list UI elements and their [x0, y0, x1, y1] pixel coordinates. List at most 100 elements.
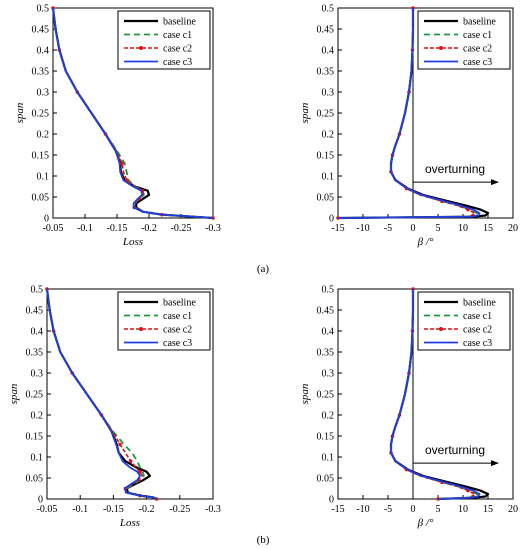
y-tick-label: 0: [44, 214, 49, 225]
x-tick-label: -0.05: [37, 504, 58, 515]
y-tick-label: 0.35: [26, 348, 44, 359]
y-tick-label: 0.25: [317, 390, 335, 401]
y-tick-label: 0.05: [26, 474, 44, 485]
x-tick-label: -5: [384, 223, 392, 234]
y-axis-label: span: [14, 102, 26, 123]
legend-label: case c2: [463, 44, 492, 55]
y-tick-label: 0.5: [37, 4, 50, 15]
y-tick-label: 0.25: [26, 390, 44, 401]
x-tick-label: 0: [411, 223, 416, 234]
y-tick-label: 0.3: [31, 369, 44, 380]
y-tick-label: 0.5: [322, 285, 335, 296]
series-point-case-c2: [118, 442, 122, 447]
series-line-case-c3: [337, 8, 481, 219]
y-tick-label: 0: [329, 214, 334, 225]
y-tick-label: 0.1: [31, 453, 44, 464]
legend-label: case c3: [463, 338, 492, 349]
y-tick-label: 0.3: [37, 88, 50, 99]
series-line-case-c3: [52, 7, 214, 219]
y-tick-label: 0.45: [32, 25, 50, 36]
x-axis-label: Loss: [122, 236, 143, 248]
annotation-overturning: overturning: [425, 162, 485, 176]
caption-a: (a): [257, 263, 270, 275]
x-tick-label: -0.3: [205, 504, 221, 515]
y-tick-label: 0: [38, 495, 43, 506]
x-tick-label: -0.25: [169, 504, 190, 515]
x-tick-label: -0.15: [103, 504, 124, 515]
y-tick-label: 0.05: [32, 193, 50, 204]
x-tick-label: 5: [436, 223, 441, 234]
series-point-case-c2: [138, 469, 142, 474]
legend-marker: [139, 327, 143, 331]
legend-label: case c1: [463, 30, 492, 41]
x-tick-label: 20: [508, 223, 518, 234]
y-tick-label: 0.4: [322, 46, 335, 57]
legend-label: case c2: [163, 44, 192, 55]
x-tick-label: -5: [384, 504, 392, 515]
series-line-case-c3: [390, 289, 481, 500]
x-tick-label: -0.1: [77, 223, 93, 234]
x-tick-label: -10: [356, 504, 369, 515]
annotation-overturning: overturning: [425, 443, 485, 457]
y-tick-label: 0.3: [322, 88, 335, 99]
y-tick-label: 0.5: [31, 285, 44, 296]
legend-marker: [439, 327, 443, 331]
legend-marker: [139, 46, 143, 50]
x-tick-label: -0.3: [205, 223, 221, 234]
x-tick-label: -0.25: [171, 223, 192, 234]
y-tick-label: 0.2: [322, 411, 335, 422]
y-tick-label: 0.05: [317, 193, 335, 204]
caption-b: (b): [257, 534, 270, 546]
legend-label: case c1: [163, 30, 192, 41]
y-tick-label: 0.1: [322, 172, 335, 183]
x-tick-label: -0.2: [141, 223, 157, 234]
plot-3: -0.05 -0.1 -0.15 -0.2 -0.25 -0.3 0 0.05 0.1 0.15 0…: [8, 285, 221, 530]
y-tick-label: 0.2: [31, 411, 44, 422]
x-tick-label: -15: [331, 504, 344, 515]
plot-2: -15 -10 -5 0 5 10 15 20 0 0.05 0.1 0.15 0.2 0.25 0.3 0.…: [299, 4, 518, 249]
x-tick-label: 15: [483, 504, 493, 515]
y-tick-label: 0.15: [317, 151, 335, 162]
series-point-case-c2: [120, 161, 124, 166]
x-tick-label: -0.05: [43, 223, 64, 234]
y-tick-label: 0.15: [317, 432, 335, 443]
y-tick-label: 0.1: [37, 172, 50, 183]
x-tick-label: -0.15: [107, 223, 128, 234]
y-tick-label: 0: [329, 495, 334, 506]
y-tick-label: 0.2: [322, 130, 335, 141]
y-tick-label: 0.1: [322, 453, 335, 464]
y-axis-label: span: [8, 383, 20, 404]
y-tick-label: 0.35: [317, 348, 335, 359]
legend-label: case c1: [463, 311, 492, 322]
y-tick-label: 0.4: [31, 327, 44, 338]
x-tick-label: -10: [356, 223, 369, 234]
legend-label: case c3: [463, 57, 492, 68]
x-tick-label: -15: [331, 223, 344, 234]
series-line-case-c2: [337, 8, 476, 219]
y-axis-label: span: [299, 383, 311, 404]
x-axis-label: β /°: [417, 236, 434, 248]
x-tick-label: -0.2: [139, 504, 155, 515]
y-tick-label: 0.35: [317, 67, 335, 78]
series-point-case-c2: [128, 459, 133, 464]
y-tick-label: 0.45: [317, 306, 335, 317]
y-tick-label: 0.15: [26, 432, 44, 443]
annotation-arrow-head: [491, 179, 499, 186]
annotation-arrow-head: [491, 460, 499, 467]
y-axis-label: span: [299, 102, 311, 123]
y-tick-label: 0.45: [317, 25, 335, 36]
legend-label: case c1: [163, 311, 192, 322]
y-tick-label: 0.25: [317, 109, 335, 120]
x-tick-label: 10: [458, 223, 468, 234]
y-tick-label: 0.4: [37, 46, 50, 57]
x-tick-label: 0: [411, 504, 416, 515]
legend-marker: [439, 46, 443, 50]
plot-1: -0.05 -0.1 -0.15 -0.2 -0.25 -0.3 0 0.05 0.1 0.15 0…: [14, 4, 221, 249]
x-tick-label: -0.1: [72, 504, 88, 515]
legend-label: case c3: [163, 57, 192, 68]
series-line-case-c2: [390, 289, 476, 500]
y-tick-label: 0.35: [32, 67, 50, 78]
x-axis-label: β /°: [417, 517, 434, 529]
y-tick-label: 0.5: [322, 4, 335, 15]
